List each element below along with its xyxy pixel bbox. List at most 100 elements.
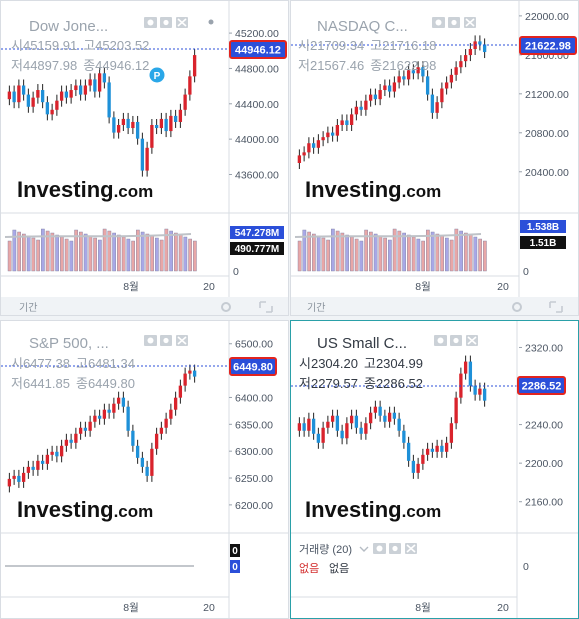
candle-body <box>463 361 468 374</box>
panel-header-icons[interactable] <box>434 335 478 346</box>
candle-body <box>21 85 26 95</box>
panel-header-icons[interactable] <box>432 17 476 28</box>
volume-bar <box>22 233 26 272</box>
volume-bar <box>411 236 416 272</box>
volume-bar <box>41 228 45 272</box>
candle-body <box>102 409 107 419</box>
candle-body <box>478 41 482 45</box>
candle-body <box>302 152 306 156</box>
candle-body <box>159 427 164 434</box>
volume-bar <box>178 234 183 272</box>
candle-body <box>378 90 382 100</box>
candle-body <box>83 427 88 431</box>
candle-body <box>164 118 168 132</box>
fullscreen-icon[interactable] <box>259 301 273 313</box>
candle-body <box>402 76 406 80</box>
dot-menu-icon[interactable] <box>208 19 214 25</box>
candle-body <box>145 466 149 476</box>
candle-body <box>463 55 468 62</box>
y-tick-label: 45200.00 <box>235 28 279 40</box>
volume-legend-label[interactable]: 거래량 (20) <box>299 543 352 556</box>
investing-logo: Investing.com <box>305 177 441 202</box>
volume-bar <box>50 232 55 272</box>
candle-body <box>88 79 92 86</box>
candle-body <box>359 427 363 434</box>
price-axis[interactable]: 45200.00 44800.00 44400.00 44000.00 43600.00 <box>229 28 279 181</box>
volume-tag-2 <box>230 560 240 573</box>
candle-body <box>364 423 368 434</box>
candle-body <box>435 102 439 113</box>
chart-panel-nasdaq[interactable]: NASDAQ C... 시21709.34 고21716.18 저21567.46… <box>290 0 579 316</box>
candle-body <box>26 94 31 107</box>
last-price-value: 21622.98 <box>525 41 571 53</box>
chart-panel-us-small-cap[interactable]: US Small C... 시2304.20 고2304.99 저2279.57 종… <box>290 320 579 619</box>
small-cap-chart-svg: US Small C... 시2304.20 고2304.99 저2279.57 종… <box>291 321 578 618</box>
volume-bar <box>478 238 482 272</box>
volume-value-1: 1.538B <box>527 222 559 233</box>
volume-value-2: 0 <box>232 562 238 573</box>
panel-title[interactable]: US Small C... <box>317 335 407 352</box>
candle-body <box>107 82 111 118</box>
volume-bar <box>121 236 126 272</box>
volume-bar <box>188 238 192 272</box>
volume-average-line <box>4 233 192 238</box>
candle-body <box>183 373 187 386</box>
settings-icon[interactable] <box>512 302 522 312</box>
volume-bar <box>449 239 454 272</box>
candle-body <box>45 102 50 115</box>
candle-body <box>406 442 411 461</box>
period-label[interactable]: 기간 <box>19 302 37 314</box>
chevron-down-icon[interactable] <box>359 546 369 552</box>
volume-bar <box>93 237 97 272</box>
candle-body <box>126 406 130 431</box>
volume-bar <box>174 232 178 272</box>
volume-bars <box>294 228 487 272</box>
volume-bar <box>383 237 387 272</box>
volume-bar <box>17 231 21 272</box>
candle-body <box>302 423 306 431</box>
candle-body <box>416 67 420 74</box>
chart-panel-dow[interactable]: Dow Jone... 시45159.91 고45203.52 저44897.98… <box>0 0 289 316</box>
panel-header-icons[interactable] <box>144 335 188 346</box>
volume-bar <box>64 238 69 272</box>
panel-title[interactable]: S&P 500, ... <box>29 335 109 352</box>
panel-footer <box>1 297 288 315</box>
fullscreen-icon[interactable] <box>549 301 563 313</box>
panel-header-icons[interactable] <box>144 17 214 28</box>
candle-body <box>93 415 97 422</box>
candle-body <box>188 76 192 95</box>
candle-body <box>31 466 35 470</box>
event-marker-label: P <box>154 71 161 82</box>
volume-bar <box>459 230 463 272</box>
volume-bar <box>440 235 444 272</box>
candle-body <box>345 120 349 125</box>
volume-bar <box>312 233 316 272</box>
candle-body <box>297 155 302 163</box>
candle-body <box>335 415 340 431</box>
candle-body <box>97 73 102 92</box>
settings-icon[interactable] <box>221 302 231 312</box>
panel-title[interactable]: Dow Jone... <box>29 18 108 35</box>
candle-body <box>482 388 487 401</box>
volume-bar <box>150 235 154 272</box>
y-tick-label: 44800.00 <box>235 63 279 75</box>
chart-panel-sp500[interactable]: S&P 500, ... 시6477.38 고6481.34 저6441.85 종6… <box>0 320 289 619</box>
candle-body <box>406 70 411 80</box>
event-marker-icon[interactable] <box>149 67 165 83</box>
candle-body <box>402 430 406 443</box>
volume-bar <box>297 240 302 272</box>
candle-body <box>392 82 397 92</box>
candle-body <box>88 421 92 431</box>
candle-body <box>7 91 12 100</box>
volume-value-2: 490.777M <box>235 244 279 255</box>
candle-body <box>473 385 477 395</box>
y-tick-label: 44000.00 <box>235 134 279 146</box>
volume-legend-value-1: 없음 <box>299 562 319 575</box>
volume-bar <box>45 230 50 272</box>
panel-title[interactable]: NASDAQ C... <box>317 18 408 35</box>
volume-bar <box>79 231 83 272</box>
period-label[interactable]: 기간 <box>307 302 325 314</box>
last-price-value: 2286.52 <box>522 381 562 393</box>
